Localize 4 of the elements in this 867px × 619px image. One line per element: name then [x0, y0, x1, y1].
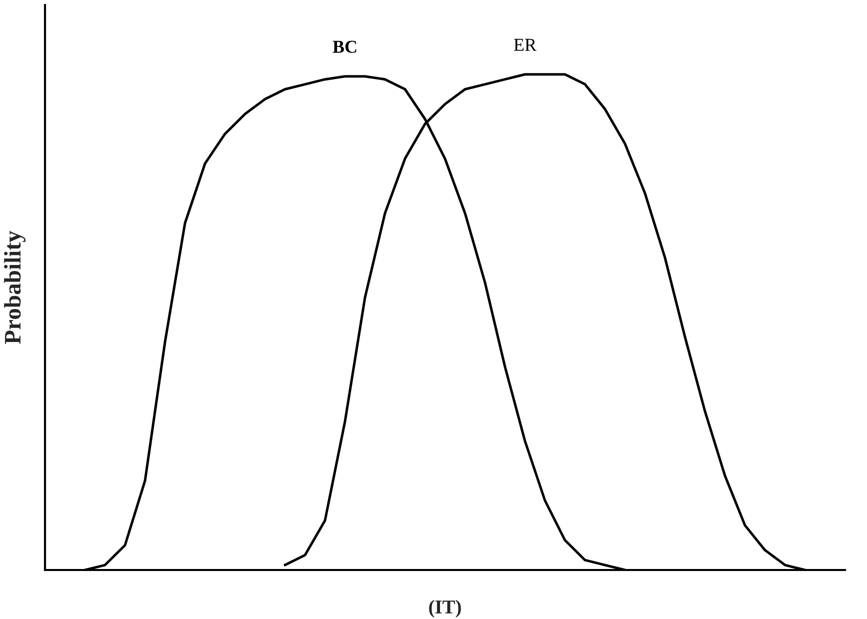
x-axis-title: (IT) — [429, 600, 461, 618]
series-label: ER — [514, 38, 537, 51]
series-label: BC — [332, 40, 356, 53]
y-axis-title: Probability — [4, 230, 26, 344]
